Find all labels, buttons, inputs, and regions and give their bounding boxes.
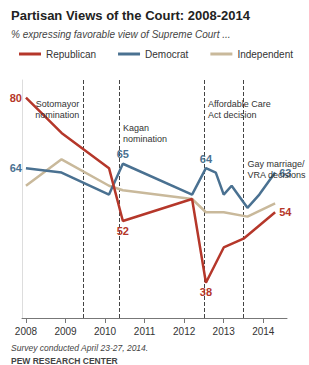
svg-text:Survey conducted April 23-27,: Survey conducted April 23-27, 2014. <box>11 343 148 353</box>
svg-text:2010: 2010 <box>94 326 117 337</box>
svg-text:PEW RESEARCH CENTER: PEW RESEARCH CENTER <box>11 356 118 365</box>
svg-text:38: 38 <box>200 286 212 298</box>
svg-text:Act decision: Act decision <box>208 110 257 120</box>
svg-text:Partisan Views of the Court: 2: Partisan Views of the Court: 2008-2014 <box>11 8 251 23</box>
svg-text:Republican: Republican <box>46 49 96 60</box>
svg-text:2011: 2011 <box>134 326 156 337</box>
svg-text:2012: 2012 <box>173 326 196 337</box>
svg-text:65: 65 <box>117 148 129 160</box>
svg-text:2008: 2008 <box>15 326 38 337</box>
svg-text:Sotomayor: Sotomayor <box>36 99 80 109</box>
svg-text:Affordable Care: Affordable Care <box>208 99 271 109</box>
svg-text:2013: 2013 <box>213 326 236 337</box>
svg-text:52: 52 <box>117 225 129 237</box>
svg-text:nomination: nomination <box>123 134 167 144</box>
svg-text:2014: 2014 <box>252 326 275 337</box>
svg-text:Gay marriage/: Gay marriage/ <box>247 159 305 169</box>
svg-text:% expressing favorable view of: % expressing favorable view of Supreme C… <box>11 29 231 40</box>
svg-text:VRA decisions: VRA decisions <box>247 170 306 180</box>
svg-text:64: 64 <box>10 162 23 174</box>
svg-text:Independent: Independent <box>237 49 293 60</box>
svg-text:nomination: nomination <box>35 110 79 120</box>
svg-text:80: 80 <box>10 92 22 104</box>
svg-text:Kagan: Kagan <box>123 123 149 133</box>
svg-text:2009: 2009 <box>54 326 77 337</box>
svg-text:54: 54 <box>279 206 292 218</box>
svg-text:64: 64 <box>200 153 213 165</box>
svg-text:Democrat: Democrat <box>145 49 189 60</box>
